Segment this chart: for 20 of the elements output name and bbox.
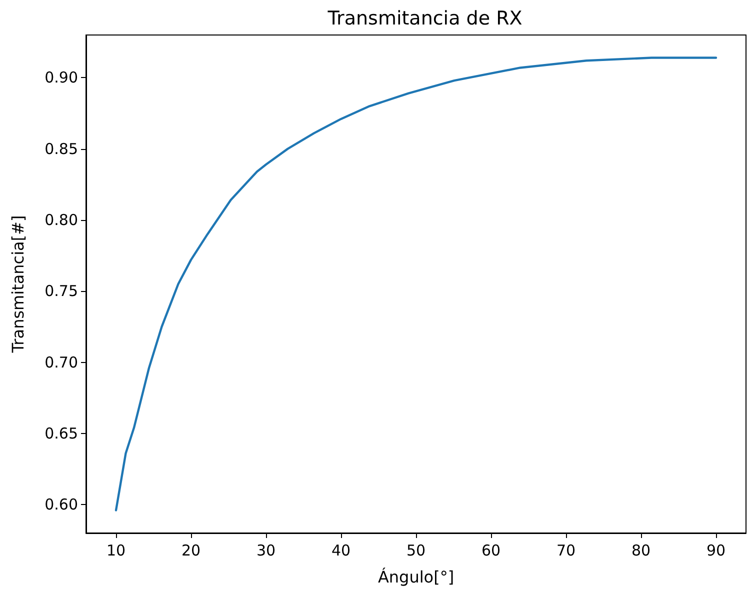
- y-axis-title: Transmitancia[#]: [8, 215, 28, 354]
- y-tick-label: 0.60: [44, 496, 78, 514]
- y-tick-label: 0.70: [44, 353, 78, 372]
- y-tick-label: 0.80: [44, 210, 78, 229]
- x-tick-label: 80: [631, 542, 651, 560]
- x-axis-title: Ángulo[°]: [378, 568, 454, 586]
- y-tick-label: 0.85: [44, 140, 78, 158]
- x-tick-label: 10: [106, 542, 126, 560]
- y-tick-label: 0.65: [44, 424, 78, 442]
- y-tick-label: 0.90: [44, 68, 78, 87]
- line-series: [114, 56, 718, 512]
- x-tick-label: 20: [181, 542, 201, 560]
- x-tick-label: 30: [256, 542, 276, 560]
- x-tick-label: 60: [481, 542, 501, 560]
- x-tick-label: 90: [706, 542, 726, 560]
- chart-title: Transmitancia de RX: [326, 8, 522, 30]
- y-tick-label: 0.75: [44, 282, 78, 300]
- x-tick-label: 40: [331, 542, 351, 560]
- x-tick-label: 50: [406, 542, 426, 560]
- x-tick-label: 70: [556, 542, 576, 560]
